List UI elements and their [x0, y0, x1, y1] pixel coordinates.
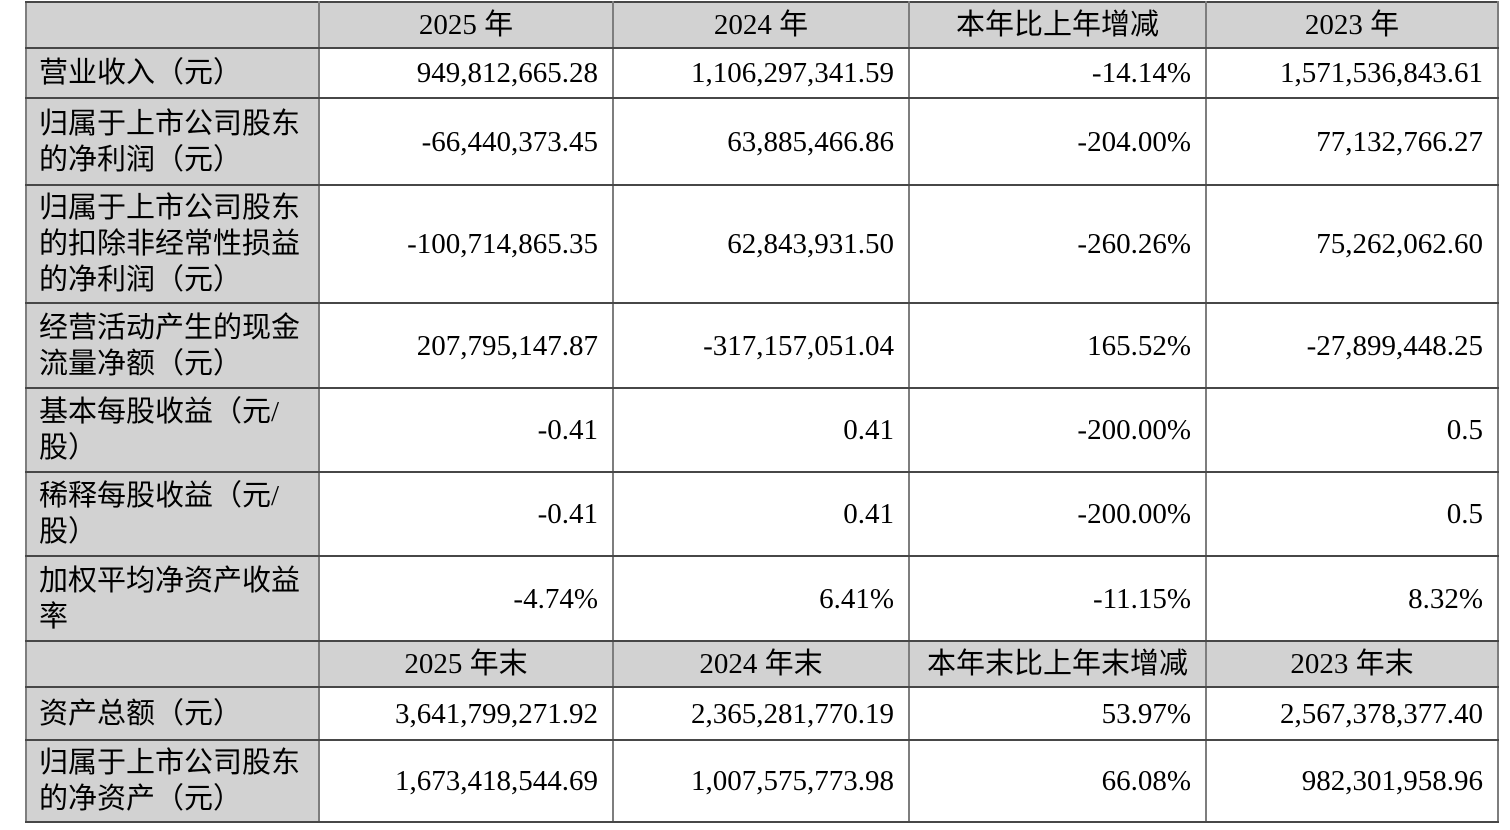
table-row-revenue: 营业收入（元） 949,812,665.28 1,106,297,341.59 … — [25, 47, 1499, 99]
value-cell-2023: 1,571,536,843.61 — [1205, 47, 1499, 99]
value-cell-2024: -317,157,051.04 — [612, 302, 910, 389]
metric-label-cell: 基本每股收益（元/ 股） — [25, 387, 320, 473]
change-cell: 66.08% — [908, 739, 1207, 823]
col-header-yoy-change: 本年比上年增减 — [908, 1, 1207, 49]
year-end-header-row: 2025 年末 2024 年末 本年末比上年末增减 2023 年末 — [25, 640, 1499, 688]
change-cell: -260.26% — [908, 184, 1207, 304]
col-header-2025: 2025 年 — [318, 1, 614, 49]
value-cell-2023: 0.5 — [1205, 387, 1499, 473]
metric-label-cell: 资产总额（元） — [25, 686, 320, 741]
change-cell: -200.00% — [908, 387, 1207, 473]
change-cell: -204.00% — [908, 97, 1207, 186]
value-cell-2025: -100,714,865.35 — [318, 184, 614, 304]
col-header-yoy-end-change: 本年末比上年末增减 — [908, 640, 1207, 688]
table-row-net-profit-excl-nonrecurring: 归属于上市公司股东 的扣除非经常性损益 的净利润（元） -100,714,865… — [25, 184, 1499, 304]
col-header-2024-end: 2024 年末 — [612, 640, 910, 688]
value-cell-2024: 0.41 — [612, 387, 910, 473]
change-cell: -14.14% — [908, 47, 1207, 99]
value-cell-2023: -27,899,448.25 — [1205, 302, 1499, 389]
table-row-net-assets: 归属于上市公司股东 的净资产（元） 1,673,418,544.69 1,007… — [25, 739, 1499, 823]
value-cell-2023: 0.5 — [1205, 471, 1499, 557]
value-cell-2025: 949,812,665.28 — [318, 47, 614, 99]
table-row-total-assets: 资产总额（元） 3,641,799,271.92 2,365,281,770.1… — [25, 686, 1499, 741]
change-cell: -200.00% — [908, 471, 1207, 557]
value-cell-2023: 77,132,766.27 — [1205, 97, 1499, 186]
change-cell: -11.15% — [908, 555, 1207, 642]
metric-label-cell: 归属于上市公司股东 的扣除非经常性损益 的净利润（元） — [25, 184, 320, 304]
value-cell-2024: 1,106,297,341.59 — [612, 47, 910, 99]
value-cell-2023: 8.32% — [1205, 555, 1499, 642]
table-row-net-profit: 归属于上市公司股东 的净利润（元） -66,440,373.45 63,885,… — [25, 97, 1499, 186]
metric-label-cell: 稀释每股收益（元/ 股） — [25, 471, 320, 557]
value-cell-2025: -66,440,373.45 — [318, 97, 614, 186]
value-cell-2025: 207,795,147.87 — [318, 302, 614, 389]
metric-label-cell: 营业收入（元） — [25, 47, 320, 99]
corner-cell — [25, 640, 320, 688]
corner-cell — [25, 1, 320, 49]
value-cell-2024: 2,365,281,770.19 — [612, 686, 910, 741]
change-cell: 53.97% — [908, 686, 1207, 741]
value-cell-2025: -0.41 — [318, 471, 614, 557]
value-cell-2024: 63,885,466.86 — [612, 97, 910, 186]
change-cell: 165.52% — [908, 302, 1207, 389]
value-cell-2025: -4.74% — [318, 555, 614, 642]
value-cell-2023: 75,262,062.60 — [1205, 184, 1499, 304]
value-cell-2023: 2,567,378,377.40 — [1205, 686, 1499, 741]
col-header-2024: 2024 年 — [612, 1, 910, 49]
value-cell-2024: 1,007,575,773.98 — [612, 739, 910, 823]
value-cell-2024: 6.41% — [612, 555, 910, 642]
col-header-2025-end: 2025 年末 — [318, 640, 614, 688]
value-cell-2024: 62,843,931.50 — [612, 184, 910, 304]
value-cell-2025: -0.41 — [318, 387, 614, 473]
value-cell-2025: 1,673,418,544.69 — [318, 739, 614, 823]
annual-header-row: 2025 年 2024 年 本年比上年增减 2023 年 — [25, 1, 1499, 49]
table-row-operating-cash-flow: 经营活动产生的现金 流量净额（元） 207,795,147.87 -317,15… — [25, 302, 1499, 389]
metric-label-cell: 加权平均净资产收益 率 — [25, 555, 320, 642]
metric-label-cell: 经营活动产生的现金 流量净额（元） — [25, 302, 320, 389]
metric-label-cell: 归属于上市公司股东 的净利润（元） — [25, 97, 320, 186]
value-cell-2023: 982,301,958.96 — [1205, 739, 1499, 823]
value-cell-2024: 0.41 — [612, 471, 910, 557]
key-financials-table: 2025 年 2024 年 本年比上年增减 2023 年 营业收入（元） 949… — [25, 1, 1499, 823]
table-row-weighted-avg-roe: 加权平均净资产收益 率 -4.74% 6.41% -11.15% 8.32% — [25, 555, 1499, 642]
value-cell-2025: 3,641,799,271.92 — [318, 686, 614, 741]
col-header-2023: 2023 年 — [1205, 1, 1499, 49]
metric-label-cell: 归属于上市公司股东 的净资产（元） — [25, 739, 320, 823]
table-row-basic-eps: 基本每股收益（元/ 股） -0.41 0.41 -200.00% 0.5 — [25, 387, 1499, 473]
table-row-diluted-eps: 稀释每股收益（元/ 股） -0.41 0.41 -200.00% 0.5 — [25, 471, 1499, 557]
col-header-2023-end: 2023 年末 — [1205, 640, 1499, 688]
